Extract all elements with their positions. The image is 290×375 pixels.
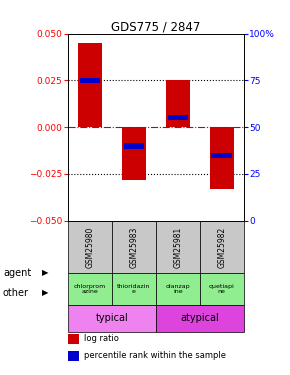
Bar: [168, 115, 188, 120]
Text: thioridazin
e: thioridazin e: [117, 284, 151, 294]
Text: GSM25983: GSM25983: [129, 226, 138, 268]
Text: quetiapi
ne: quetiapi ne: [209, 284, 235, 294]
Text: chlorprom
azine: chlorprom azine: [74, 284, 106, 294]
Bar: [112, 273, 156, 305]
Title: GDS775 / 2847: GDS775 / 2847: [111, 21, 201, 34]
Text: agent: agent: [3, 268, 31, 278]
Bar: [200, 220, 244, 273]
Bar: [156, 273, 200, 305]
Text: GSM25981: GSM25981: [173, 226, 182, 267]
Text: ▶: ▶: [42, 268, 48, 278]
Text: log ratio: log ratio: [84, 334, 119, 343]
Text: GSM25982: GSM25982: [217, 226, 226, 267]
Bar: [211, 153, 232, 158]
Bar: [68, 220, 112, 273]
Bar: [124, 143, 144, 148]
Bar: [68, 334, 79, 344]
Bar: [68, 273, 112, 305]
Bar: [68, 305, 156, 332]
Bar: [122, 127, 146, 180]
Text: typical: typical: [96, 314, 128, 324]
Text: percentile rank within the sample: percentile rank within the sample: [84, 351, 226, 360]
Text: atypical: atypical: [180, 314, 219, 324]
Bar: [80, 78, 100, 83]
Bar: [112, 220, 156, 273]
Bar: [200, 273, 244, 305]
Text: ▶: ▶: [42, 288, 48, 297]
Text: other: other: [3, 288, 29, 297]
Bar: [156, 220, 200, 273]
Bar: [68, 351, 79, 360]
Text: olanzap
ine: olanzap ine: [166, 284, 190, 294]
Bar: [156, 305, 244, 332]
Bar: [210, 127, 234, 189]
Bar: [78, 43, 102, 127]
Text: GSM25980: GSM25980: [86, 226, 95, 268]
Bar: [166, 81, 190, 127]
